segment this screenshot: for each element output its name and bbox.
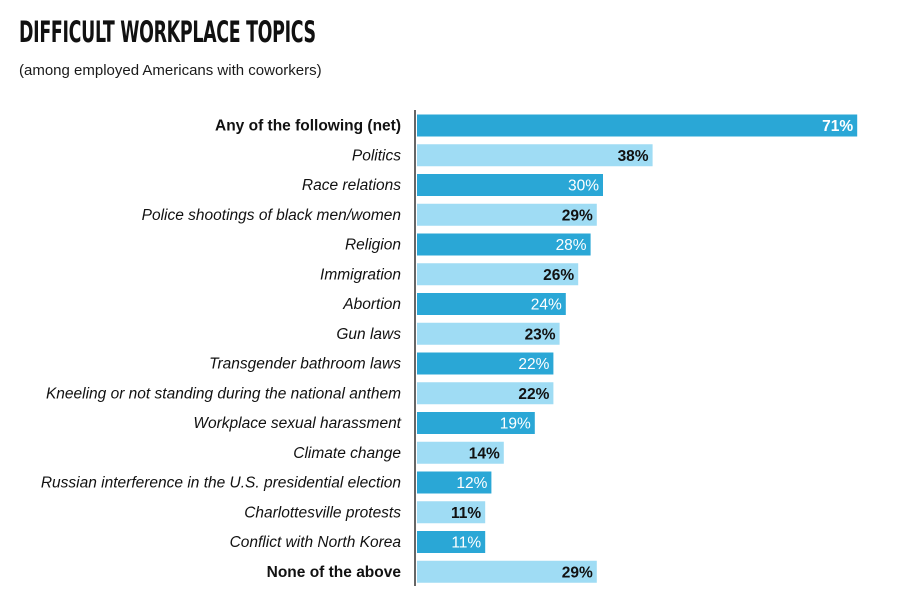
bar-charlottesville-protests — [417, 501, 486, 524]
bar-gun-laws — [417, 322, 560, 345]
value-label-religion: 28% — [556, 237, 587, 254]
value-label-immigration: 26% — [543, 267, 574, 284]
value-label-police-shootings-of-black-men-women: 29% — [562, 207, 593, 224]
category-label-climate-change: Climate change — [293, 445, 401, 462]
category-label-abortion: Abortion — [342, 296, 401, 313]
value-label-russian-interference-in-the-u-s-presidential-election: 12% — [456, 475, 487, 492]
category-label-any-of-the-following-net: Any of the following (net) — [215, 118, 401, 135]
category-label-russian-interference-in-the-u-s-presidential-election: Russian interference in the U.S. preside… — [41, 475, 401, 492]
bar-race-relations — [417, 174, 603, 196]
value-label-climate-change: 14% — [469, 445, 500, 462]
bar-police-shootings-of-black-men-women — [417, 203, 597, 226]
category-label-kneeling-or-not-standing-during-the-national-anthem: Kneeling or not standing during the nati… — [46, 385, 401, 402]
category-label-religion: Religion — [345, 237, 401, 254]
bar-climate-change — [417, 441, 504, 464]
value-label-gun-laws: 23% — [525, 326, 556, 343]
chart-title: DIFFICULT WORKPLACE TOPICS — [19, 15, 316, 49]
category-label-none-of-the-above: None of the above — [267, 564, 402, 581]
category-label-transgender-bathroom-laws: Transgender bathroom laws — [209, 356, 401, 373]
bar-any-of-the-following-net — [417, 114, 858, 137]
category-label-charlottesville-protests: Charlottesville protests — [244, 504, 401, 521]
bar-transgender-bathroom-laws — [417, 352, 554, 375]
bar-russian-interference-in-the-u-s-presidential-election — [417, 471, 492, 494]
category-label-politics: Politics — [352, 147, 401, 164]
category-label-immigration: Immigration — [320, 266, 401, 283]
value-label-workplace-sexual-harassment: 19% — [500, 416, 531, 433]
category-label-workplace-sexual-harassment: Workplace sexual harassment — [193, 415, 401, 432]
value-label-abortion: 24% — [531, 297, 562, 314]
value-label-conflict-with-north-korea: 11% — [451, 535, 481, 552]
category-label-gun-laws: Gun laws — [336, 326, 401, 343]
value-label-charlottesville-protests: 11% — [451, 505, 481, 522]
bar-kneeling-or-not-standing-during-the-national-anthem — [417, 382, 554, 405]
bar-workplace-sexual-harassment — [417, 412, 535, 434]
category-label-conflict-with-north-korea: Conflict with North Korea — [230, 534, 402, 551]
value-label-transgender-bathroom-laws: 22% — [518, 356, 549, 373]
bar-politics — [417, 144, 653, 167]
value-label-kneeling-or-not-standing-during-the-national-anthem: 22% — [518, 386, 549, 403]
category-label-race-relations: Race relations — [302, 177, 401, 194]
bar-religion — [417, 233, 591, 256]
bar-conflict-with-north-korea — [417, 531, 486, 553]
chart-subtitle: (among employed Americans with coworkers… — [19, 62, 322, 79]
category-label-police-shootings-of-black-men-women: Police shootings of black men/women — [142, 207, 401, 224]
bar-abortion — [417, 293, 566, 315]
value-label-any-of-the-following-net: 71% — [822, 118, 853, 135]
bar-immigration — [417, 263, 579, 286]
value-label-politics: 38% — [618, 148, 649, 165]
value-label-race-relations: 30% — [568, 178, 599, 195]
bar-none-of-the-above — [417, 560, 597, 583]
value-label-none-of-the-above: 29% — [562, 564, 593, 581]
